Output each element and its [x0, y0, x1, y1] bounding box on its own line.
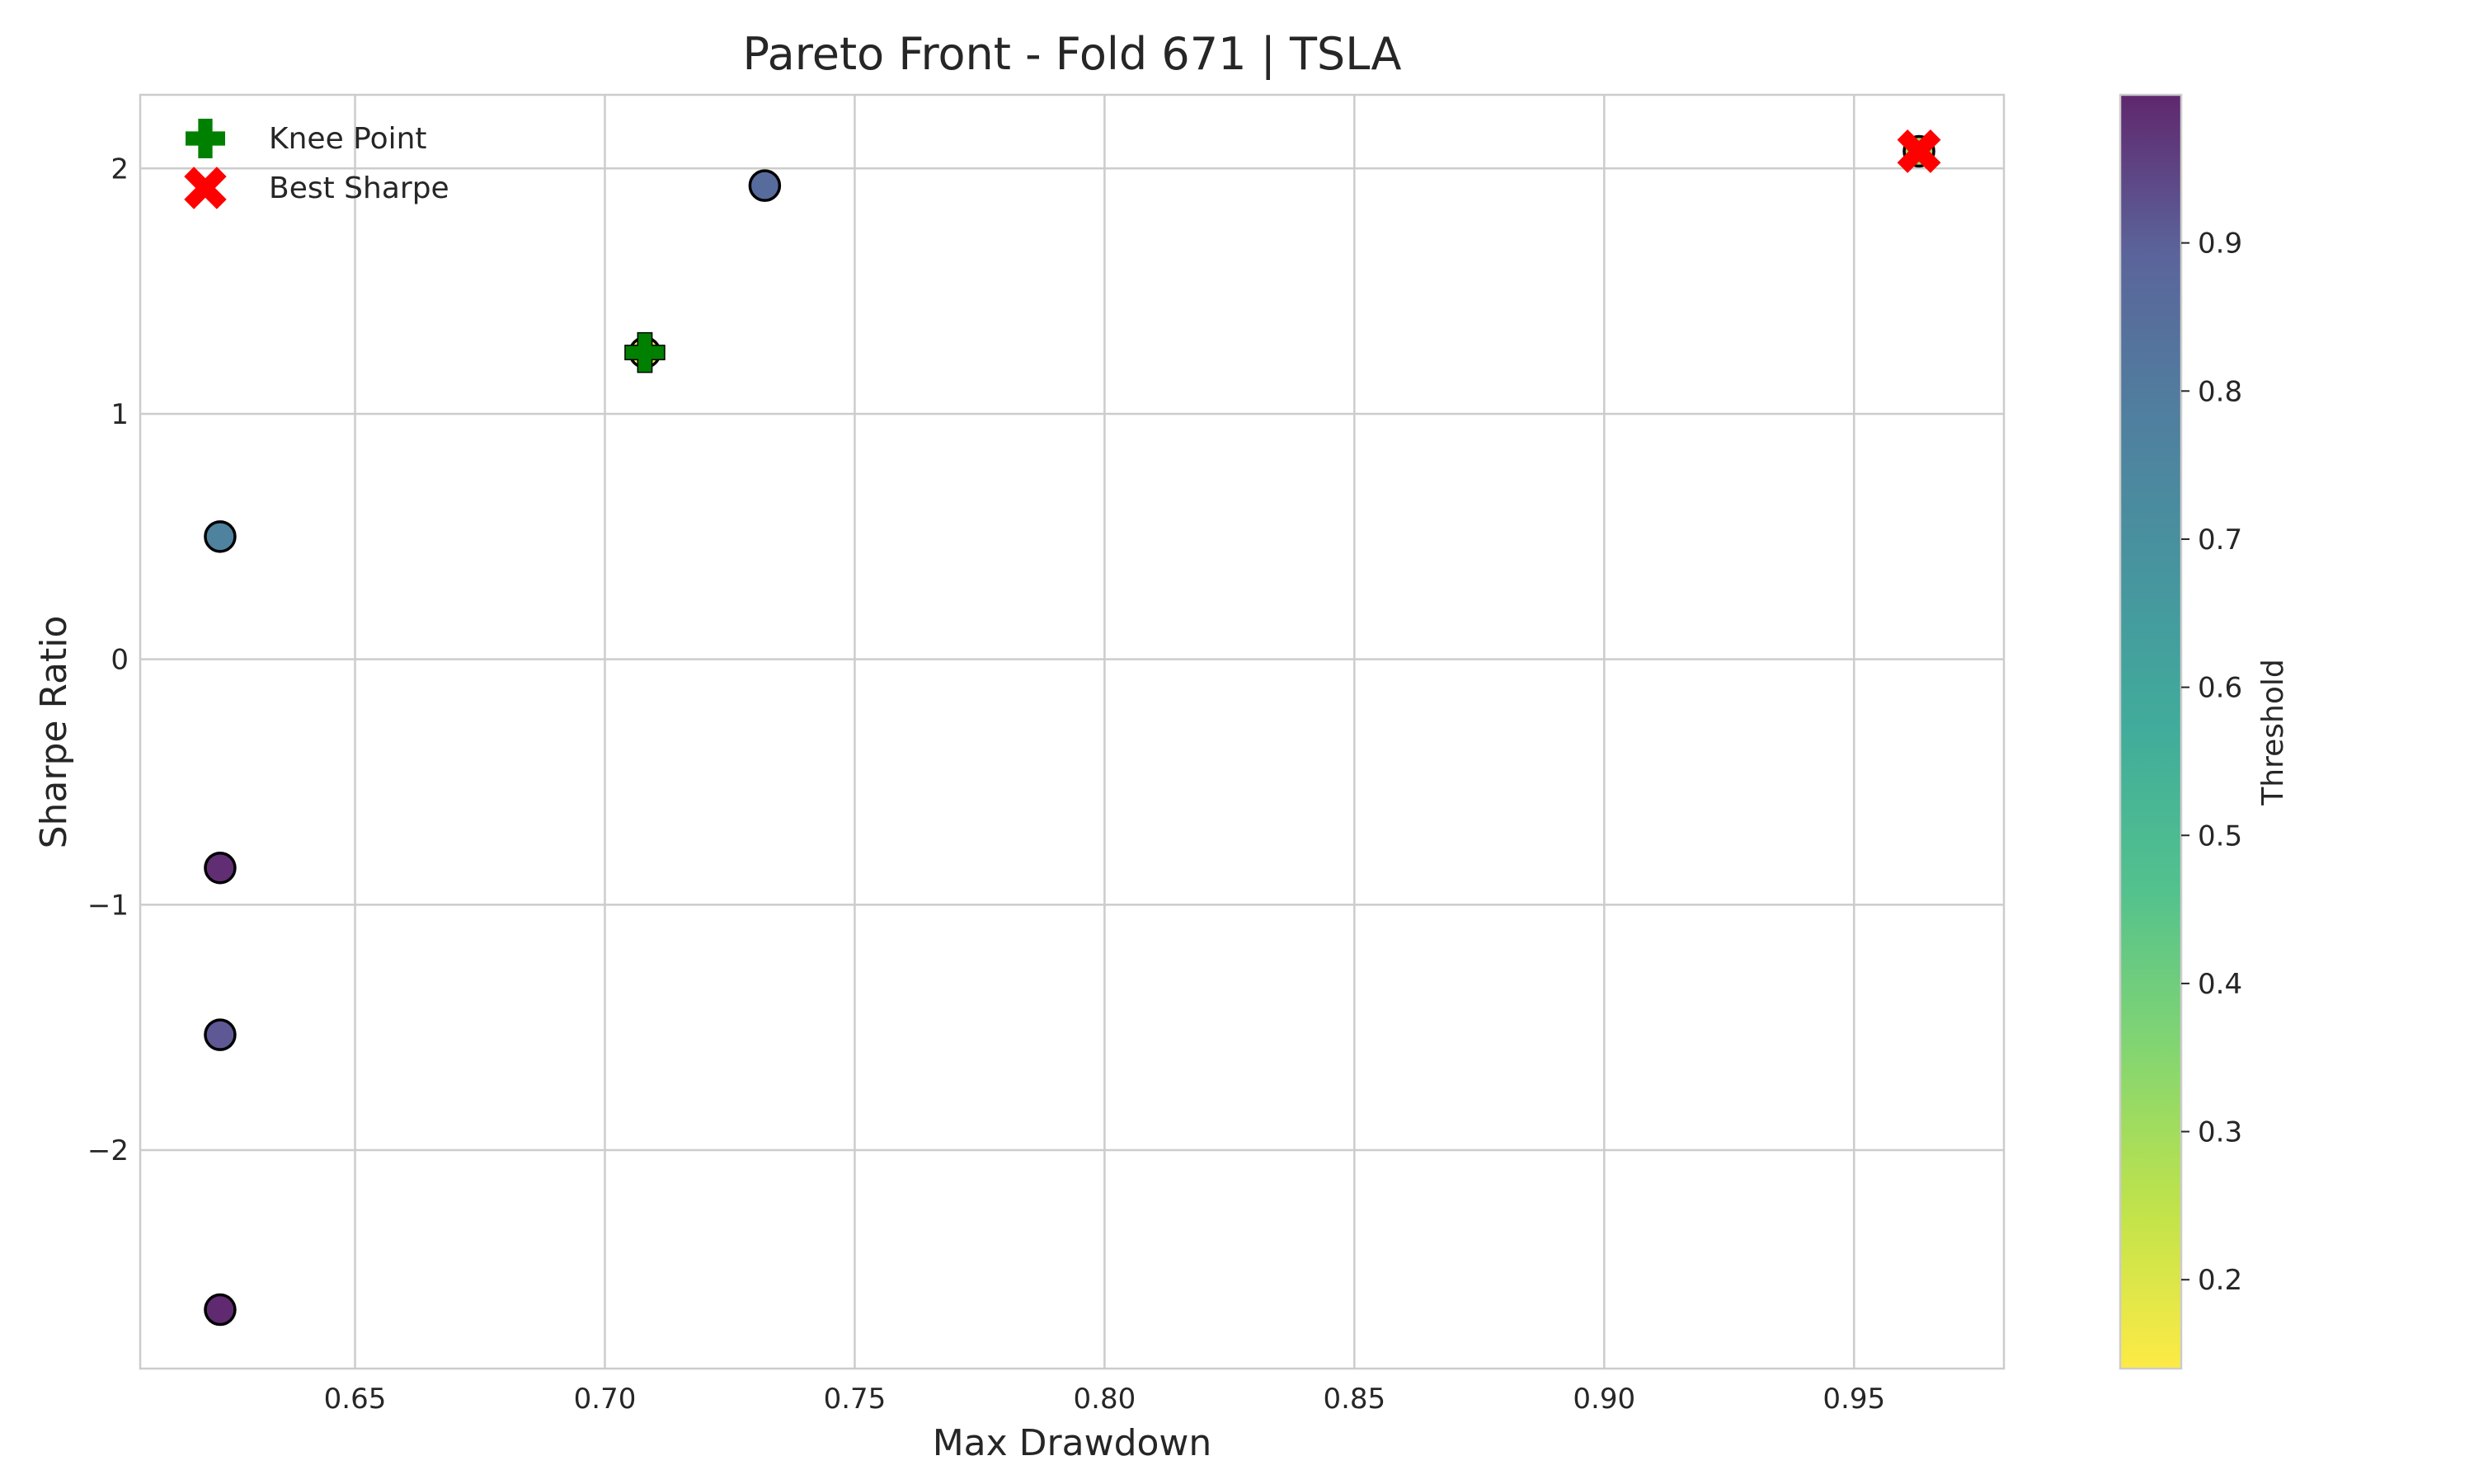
legend-knee-point-label: Knee Point — [269, 122, 427, 156]
colorbar-tick-label: 0.6 — [2198, 672, 2242, 705]
colorbar-tick-label: 0.9 — [2198, 228, 2242, 261]
x-tick-label: 0.90 — [1573, 1383, 1635, 1416]
x-gridlines — [354, 95, 1856, 1369]
scatter-point — [204, 1018, 237, 1051]
colorbar-gradient — [2119, 93, 2183, 1370]
legend-x-icon — [184, 167, 227, 209]
y-gridlines — [140, 167, 2004, 1152]
x-axis-label: Max Drawdown — [933, 1422, 1212, 1464]
plot-frame — [139, 93, 2006, 1370]
x-tick-labels: 0.65 0.70 0.75 0.80 0.85 0.90 0.95 — [324, 1383, 1885, 1416]
scatter-point — [204, 1293, 237, 1327]
y-tick-labels: −2 −1 0 1 2 — [87, 153, 129, 1167]
x-tick-label: 0.80 — [1074, 1383, 1136, 1416]
legend-plus-icon — [186, 119, 225, 158]
x-tick-label: 0.65 — [324, 1383, 387, 1416]
scatter-point — [204, 520, 237, 553]
y-tick-label: 2 — [111, 153, 129, 186]
y-tick-label: 0 — [111, 644, 129, 677]
legend-best-sharpe-label: Best Sharpe — [269, 171, 449, 205]
plot-area — [139, 93, 2006, 1370]
y-axis-label: Sharpe Ratio — [33, 616, 75, 849]
colorbar-tick-label: 0.7 — [2198, 524, 2242, 556]
y-tick-label: −1 — [87, 889, 129, 922]
scatter-point — [748, 169, 782, 202]
colorbar-tick-label: 0.2 — [2198, 1264, 2242, 1297]
colorbar-label: Threshold — [2256, 659, 2290, 805]
scatter-point — [204, 851, 237, 885]
knee-point-marker — [624, 331, 666, 373]
x-tick-label: 0.75 — [824, 1383, 887, 1416]
colorbar-tick-label: 0.4 — [2198, 968, 2242, 1001]
highlight-markers — [624, 129, 1941, 373]
legend-knee-point-marker — [186, 119, 225, 158]
best-sharpe-marker — [1897, 129, 1941, 173]
x-tick-label: 0.70 — [574, 1383, 637, 1416]
colorbar-tick-labels: 0.2 0.3 0.4 0.5 0.6 0.7 0.8 0.9 — [2181, 228, 2242, 1297]
colorbar-tick-label: 0.3 — [2198, 1116, 2242, 1149]
legend: Knee Point Best Sharpe — [184, 119, 449, 209]
colorbar-tick-label: 0.8 — [2198, 375, 2242, 408]
colorbar-tick-label: 0.5 — [2198, 819, 2242, 852]
y-tick-label: −2 — [87, 1134, 129, 1167]
x-tick-label: 0.85 — [1323, 1383, 1385, 1416]
y-tick-label: 1 — [111, 398, 129, 431]
legend-best-sharpe-marker — [184, 167, 227, 209]
chart-title: Pareto Front - Fold 671 | TSLA — [743, 28, 1402, 80]
x-tick-label: 0.95 — [1823, 1383, 1885, 1416]
colorbar: 0.2 0.3 0.4 0.5 0.6 0.7 0.8 0.9 Threshold — [2119, 93, 2290, 1370]
plot-background — [140, 95, 2004, 1369]
